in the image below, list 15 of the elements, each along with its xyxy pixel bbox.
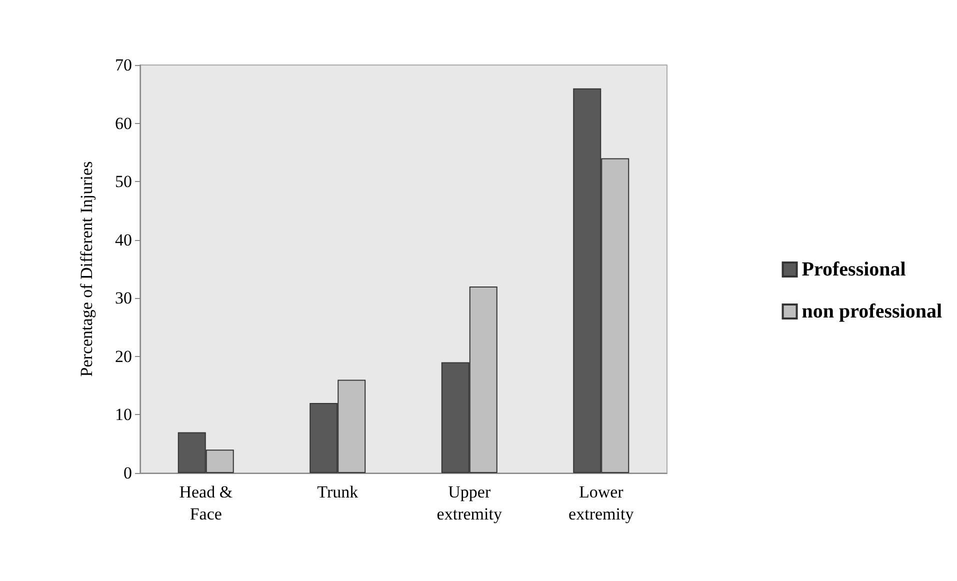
y-axis-title: Percentage of Different Injuries <box>77 161 96 377</box>
y-tick-label: 30 <box>115 288 132 308</box>
legend-label: non professional <box>802 300 942 322</box>
y-tick-label: 60 <box>115 114 132 133</box>
legend-label: Professional <box>802 258 906 280</box>
x-tick-label: Head & Face <box>179 482 233 524</box>
x-tick-label: Lower extremity <box>568 482 634 524</box>
x-tick-label: Trunk <box>317 482 359 502</box>
y-tick-label: 70 <box>115 56 132 74</box>
y-tick-label: 20 <box>115 346 132 366</box>
x-tick-label: Upper extremity <box>436 482 502 524</box>
y-tick-label: 40 <box>115 230 132 250</box>
y-tick-label: 10 <box>115 405 132 424</box>
y-tick-label: 0 <box>124 464 132 482</box>
y-tick-label: 50 <box>115 172 132 192</box>
